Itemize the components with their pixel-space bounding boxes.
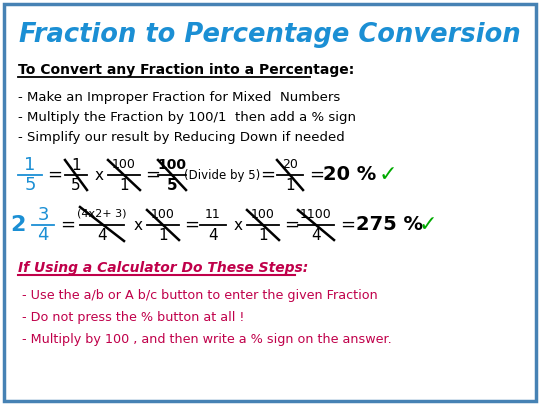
Text: Fraction to Percentage Conversion: Fraction to Percentage Conversion <box>19 22 521 48</box>
Text: 1: 1 <box>285 177 295 192</box>
Text: =: = <box>48 166 63 184</box>
Text: - Do not press the % button at all !: - Do not press the % button at all ! <box>18 311 245 324</box>
Text: 100: 100 <box>251 209 275 222</box>
Text: 11: 11 <box>205 209 221 222</box>
Text: =: = <box>309 166 325 184</box>
Text: 2: 2 <box>10 215 26 235</box>
Text: 4: 4 <box>37 226 49 244</box>
Text: =: = <box>260 166 275 184</box>
Text: 1: 1 <box>258 228 268 243</box>
Text: 5: 5 <box>24 176 36 194</box>
Text: 20: 20 <box>282 158 298 171</box>
Text: 100: 100 <box>112 158 136 171</box>
Text: x: x <box>133 217 143 232</box>
Text: - Make an Improper Fraction for Mixed  Numbers: - Make an Improper Fraction for Mixed Nu… <box>18 92 340 104</box>
Text: 4: 4 <box>208 228 218 243</box>
Text: 1: 1 <box>71 158 81 173</box>
Text: 20 %: 20 % <box>323 166 376 185</box>
Text: 3: 3 <box>37 206 49 224</box>
Text: x: x <box>233 217 242 232</box>
Text: 5: 5 <box>167 177 177 192</box>
Text: =: = <box>341 216 355 234</box>
Text: =: = <box>60 216 76 234</box>
Text: 1100: 1100 <box>300 209 332 222</box>
Text: ✓: ✓ <box>418 215 437 235</box>
Text: - Multiply by 100 , and then write a % sign on the answer.: - Multiply by 100 , and then write a % s… <box>18 333 391 345</box>
Text: 4: 4 <box>311 228 321 243</box>
Text: 1: 1 <box>24 156 36 174</box>
Text: =: = <box>145 166 160 184</box>
Text: =: = <box>285 216 300 234</box>
Text: 4: 4 <box>97 228 107 243</box>
Text: 100: 100 <box>158 158 186 172</box>
Text: x: x <box>94 168 104 183</box>
Text: - Simplify our result by Reducing Down if needed: - Simplify our result by Reducing Down i… <box>18 132 345 145</box>
Text: To Convert any Fraction into a Percentage:: To Convert any Fraction into a Percentag… <box>18 63 354 77</box>
Text: 5: 5 <box>71 177 81 192</box>
Text: (4x2+ 3): (4x2+ 3) <box>77 208 127 218</box>
Text: 100: 100 <box>151 209 175 222</box>
Text: 1: 1 <box>158 228 168 243</box>
FancyBboxPatch shape <box>4 4 536 401</box>
Text: - Use the a/b or A b/c button to enter the given Fraction: - Use the a/b or A b/c button to enter t… <box>18 288 378 301</box>
Text: If Using a Calculator Do These Steps:: If Using a Calculator Do These Steps: <box>18 261 308 275</box>
Text: 275 %: 275 % <box>356 215 423 234</box>
Text: =: = <box>185 216 199 234</box>
Text: (Divide by 5): (Divide by 5) <box>184 168 260 181</box>
Text: - Multiply the Fraction by 100/1  then add a % sign: - Multiply the Fraction by 100/1 then ad… <box>18 111 356 124</box>
Text: ✓: ✓ <box>379 165 397 185</box>
Text: 1: 1 <box>119 177 129 192</box>
